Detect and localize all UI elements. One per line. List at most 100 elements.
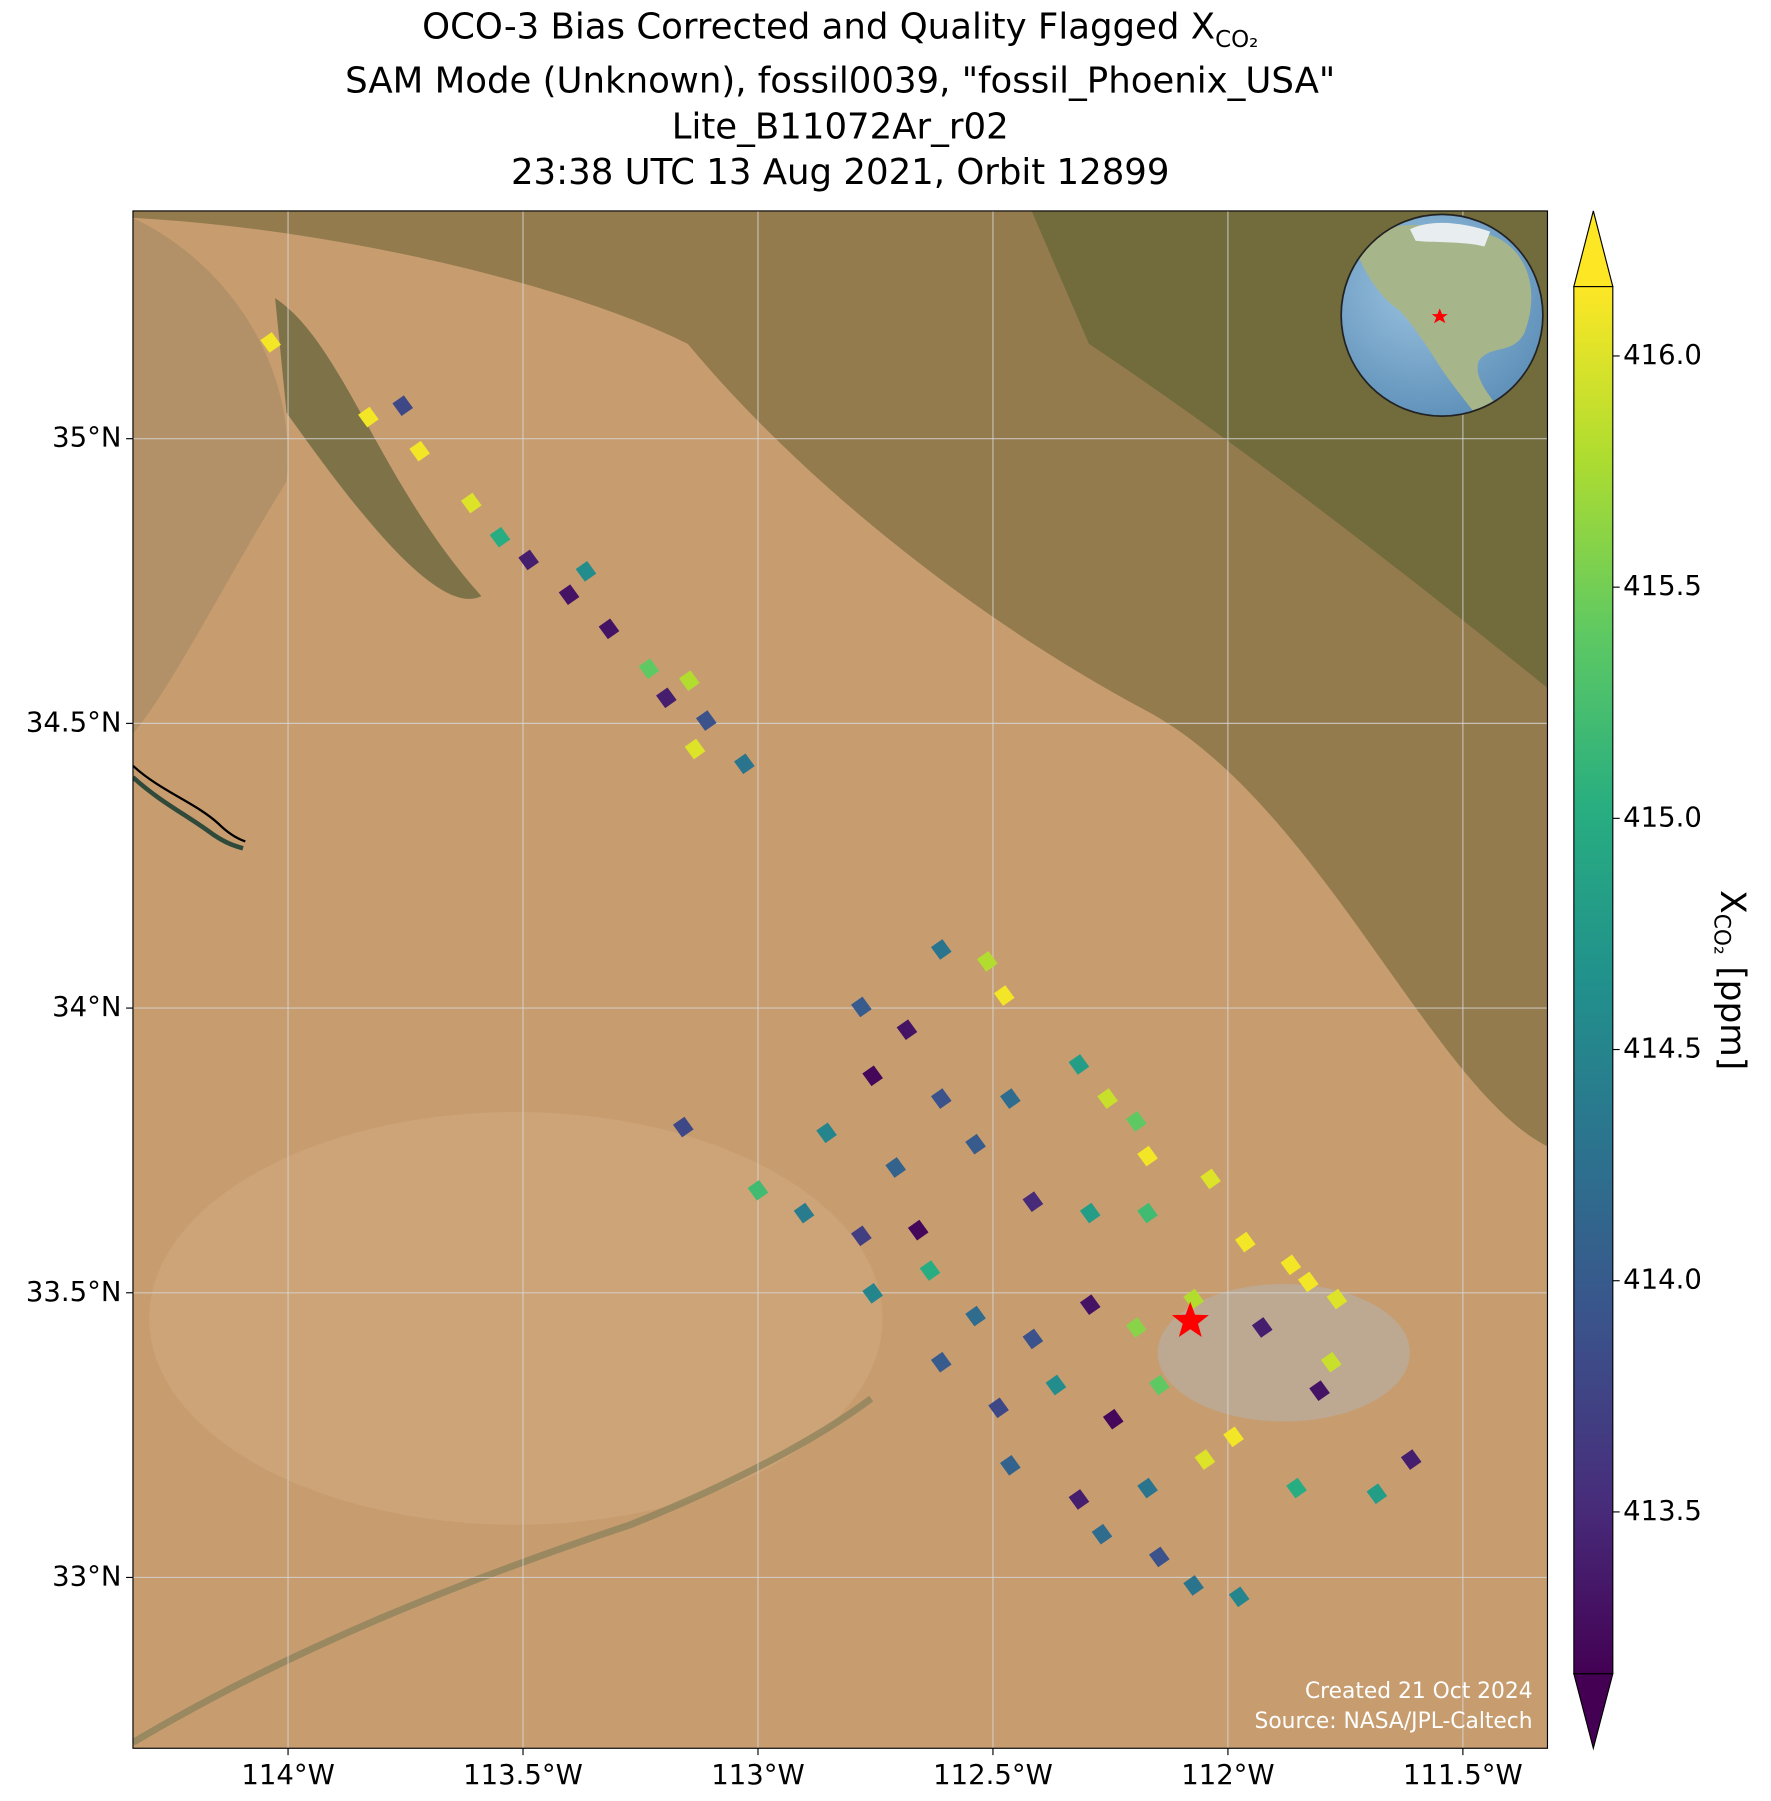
sounding xyxy=(988,1397,1009,1419)
sounding xyxy=(1068,1054,1090,1075)
sounding xyxy=(1137,1477,1158,1499)
sounding xyxy=(1228,1586,1250,1608)
colorbar-unit: [ppm] xyxy=(1712,966,1752,1070)
basemap-city xyxy=(1157,1283,1410,1422)
y-tick-label: 34.5°N xyxy=(26,706,122,738)
sounding xyxy=(1326,1288,1348,1310)
x-tick-label: 112°W xyxy=(1181,1759,1274,1791)
basemap-river xyxy=(132,1395,874,1746)
colorbar-tick-label: 415.0 xyxy=(1623,801,1702,833)
state-border xyxy=(132,764,246,843)
sounding xyxy=(684,738,706,760)
sounding xyxy=(1068,1489,1090,1510)
sounding xyxy=(1280,1254,1302,1276)
sounding xyxy=(1000,1454,1021,1476)
sounding xyxy=(1251,1317,1273,1338)
globe-inset xyxy=(1340,213,1544,418)
x-tick-label: 111.5°W xyxy=(1403,1759,1523,1791)
basemap xyxy=(132,210,1548,1749)
sounding xyxy=(851,996,872,1018)
title-line: SAM Mode (Unknown), fossil0039, "fossil_… xyxy=(345,61,1335,102)
colorbar-label: XCO₂ [ppm] xyxy=(1709,890,1753,1070)
colorbar-tick-label: 414.5 xyxy=(1623,1033,1702,1065)
sounding xyxy=(1125,1111,1147,1132)
sounding xyxy=(907,1219,929,1241)
y-tick-label: 33.5°N xyxy=(26,1276,122,1308)
sounding xyxy=(1022,1328,1044,1350)
x-tick-label: 113.5°W xyxy=(463,1759,583,1791)
sounding xyxy=(1320,1351,1342,1373)
colorbar-bar xyxy=(1573,286,1614,1675)
credit: Source: NASA/JPL-Caltech xyxy=(1255,1709,1533,1734)
sounding xyxy=(598,618,620,640)
sounding xyxy=(1137,1202,1158,1224)
sounding xyxy=(919,1260,941,1281)
sounding xyxy=(1137,1145,1158,1167)
sounding xyxy=(851,1225,872,1247)
sounding xyxy=(1000,1088,1021,1109)
globe-target xyxy=(1431,308,1448,324)
sounding xyxy=(1045,1374,1067,1396)
globe-land xyxy=(1352,225,1532,417)
y-tick-label: 34°N xyxy=(52,991,121,1023)
sounding xyxy=(734,753,755,775)
x-tick-label: 113°W xyxy=(711,1759,804,1791)
title-line: 23:38 UTC 13 Aug 2021, Orbit 12899 xyxy=(511,152,1170,193)
target-star xyxy=(1171,1301,1209,1338)
sounding xyxy=(1183,1575,1204,1596)
sounding xyxy=(358,406,379,428)
sounding xyxy=(409,440,430,462)
sounding xyxy=(930,939,952,960)
sounding xyxy=(1148,1374,1170,1396)
sounding xyxy=(965,1305,986,1327)
target-layer xyxy=(1171,1301,1209,1338)
sounding xyxy=(1400,1449,1422,1470)
sounding xyxy=(695,710,717,731)
colorbar-tick-label: 414.0 xyxy=(1623,1264,1702,1296)
sounding xyxy=(1183,1288,1204,1310)
title-line: Lite_B11072Ar_r02 xyxy=(672,106,1009,147)
sounding xyxy=(862,1283,883,1304)
sounding xyxy=(862,1065,883,1087)
sounding xyxy=(930,1088,952,1109)
sounding xyxy=(638,658,660,680)
sounding xyxy=(1102,1408,1124,1430)
lake xyxy=(132,775,244,851)
sounding xyxy=(1022,1191,1044,1212)
x-tick-label: 112.5°W xyxy=(933,1759,1053,1791)
x-tick-label: 114°W xyxy=(241,1759,334,1791)
sounding xyxy=(1194,1449,1216,1470)
globe-outline xyxy=(1340,213,1544,418)
basemap-plain xyxy=(149,1112,883,1525)
sounding xyxy=(461,492,482,514)
grid xyxy=(132,210,1548,1749)
sounding xyxy=(885,1157,906,1178)
sounding xyxy=(1309,1380,1330,1402)
sounding xyxy=(965,1133,986,1155)
sounding xyxy=(1297,1271,1319,1293)
colorbar-extend-low xyxy=(1573,1673,1614,1751)
map-frame xyxy=(132,210,1549,1749)
colorbar-label-text: X xyxy=(1712,890,1752,914)
sounding xyxy=(1079,1294,1101,1316)
title-subscript: CO₂ xyxy=(1215,27,1258,53)
sounding xyxy=(1200,1168,1221,1190)
credit: Created 21 Oct 2024 xyxy=(1305,1679,1533,1704)
sounding xyxy=(793,1202,815,1224)
sounding xyxy=(558,584,580,606)
sounding xyxy=(656,687,677,709)
sounding xyxy=(1097,1088,1118,1109)
sounding xyxy=(1091,1523,1113,1545)
sounding xyxy=(976,951,998,972)
basemap-ridge xyxy=(275,298,482,599)
sounding xyxy=(993,985,1015,1006)
colorbar-tick-label: 413.5 xyxy=(1623,1495,1702,1527)
sounding xyxy=(392,395,414,416)
sounding xyxy=(260,332,281,353)
sounding xyxy=(1125,1317,1147,1338)
basemap-ridge xyxy=(132,217,288,734)
sounding xyxy=(1148,1546,1170,1568)
colorbar-tick-label: 416.0 xyxy=(1623,339,1702,371)
basemap-highlands xyxy=(132,210,1548,1147)
